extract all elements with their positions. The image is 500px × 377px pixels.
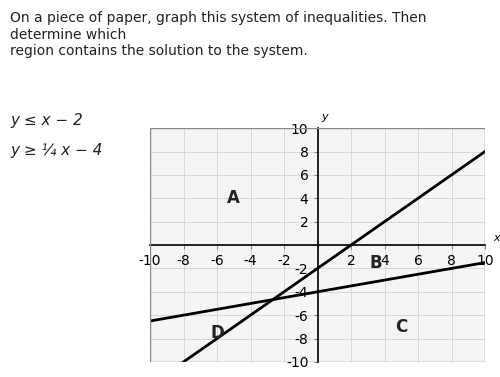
Text: y: y — [321, 112, 328, 122]
Text: On a piece of paper, graph this system of inequalities. Then determine which
reg: On a piece of paper, graph this system o… — [10, 11, 426, 58]
Text: C: C — [395, 318, 407, 336]
Text: D: D — [210, 324, 224, 342]
Text: B: B — [370, 254, 382, 271]
Text: A: A — [228, 189, 240, 207]
Text: x: x — [494, 233, 500, 243]
Text: y ≥ ¼ x − 4: y ≥ ¼ x − 4 — [10, 143, 102, 158]
Text: y ≤ x − 2: y ≤ x − 2 — [10, 113, 83, 128]
